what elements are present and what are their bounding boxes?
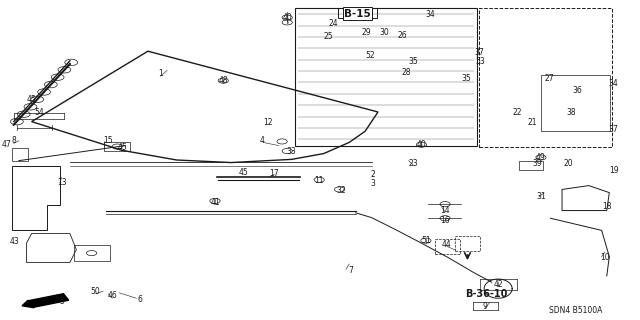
- Text: 34: 34: [426, 10, 435, 19]
- Text: 23: 23: [408, 159, 418, 168]
- Text: 24: 24: [328, 19, 338, 28]
- Bar: [74, 245, 109, 261]
- Text: 12: 12: [263, 118, 273, 127]
- Text: 29: 29: [362, 28, 371, 37]
- Text: 32: 32: [336, 186, 346, 195]
- Text: 34: 34: [608, 79, 618, 88]
- Bar: [12, 148, 28, 161]
- Text: 47: 47: [1, 140, 11, 149]
- Text: 18: 18: [602, 202, 611, 211]
- Text: 11: 11: [314, 176, 324, 185]
- Text: 52: 52: [365, 51, 375, 60]
- Text: 10: 10: [600, 253, 610, 262]
- Text: 30: 30: [380, 28, 389, 37]
- Text: 15: 15: [104, 136, 113, 145]
- Text: 53: 53: [476, 57, 485, 66]
- Bar: [479, 8, 612, 147]
- Text: 22: 22: [513, 108, 522, 117]
- Text: 27: 27: [545, 74, 554, 83]
- Text: 35: 35: [461, 74, 471, 83]
- Bar: [518, 161, 543, 170]
- Bar: [295, 8, 477, 146]
- Text: 43: 43: [10, 237, 20, 246]
- Text: 49: 49: [536, 153, 546, 162]
- Text: 40: 40: [417, 140, 426, 149]
- Text: 17: 17: [269, 169, 279, 178]
- Text: 25: 25: [323, 32, 333, 41]
- Bar: [435, 239, 460, 254]
- Text: 20: 20: [564, 159, 573, 168]
- Text: 37: 37: [474, 48, 484, 57]
- Text: SDN4 B5100A: SDN4 B5100A: [549, 306, 603, 315]
- Text: 21: 21: [528, 118, 538, 127]
- Text: 45: 45: [239, 168, 248, 177]
- Text: 16: 16: [440, 216, 450, 225]
- Bar: [454, 236, 480, 251]
- Text: 37: 37: [608, 125, 618, 134]
- Text: 38: 38: [566, 108, 576, 117]
- Text: 6: 6: [138, 295, 143, 304]
- FancyArrow shape: [22, 294, 68, 308]
- Text: 8: 8: [12, 136, 16, 145]
- Text: 36: 36: [573, 86, 582, 95]
- Text: 13: 13: [57, 178, 67, 187]
- Text: 39: 39: [533, 159, 543, 168]
- Text: 3: 3: [371, 179, 375, 188]
- Text: 35: 35: [408, 57, 418, 66]
- Text: 51: 51: [421, 236, 431, 245]
- Text: 14: 14: [440, 206, 450, 215]
- Text: 44: 44: [442, 240, 452, 249]
- Bar: [104, 142, 130, 151]
- Text: 40: 40: [282, 13, 292, 22]
- Text: 9: 9: [483, 302, 488, 311]
- Text: 54: 54: [35, 108, 44, 117]
- Text: 48: 48: [218, 76, 228, 85]
- Text: B-15: B-15: [344, 9, 371, 19]
- Text: 46: 46: [108, 292, 118, 300]
- Text: 31: 31: [536, 192, 546, 201]
- Bar: [541, 75, 610, 131]
- Text: 45: 45: [118, 143, 127, 152]
- Text: B-36-10: B-36-10: [465, 289, 508, 299]
- Text: 26: 26: [397, 31, 407, 40]
- Text: 5: 5: [59, 297, 64, 306]
- Text: 42: 42: [493, 280, 503, 289]
- Text: 28: 28: [402, 68, 412, 76]
- Text: B-15: B-15: [344, 9, 371, 19]
- Text: 45: 45: [27, 95, 36, 104]
- Text: 50: 50: [91, 287, 100, 296]
- Text: 7: 7: [349, 266, 353, 275]
- Text: 19: 19: [610, 166, 620, 175]
- Text: 41: 41: [210, 198, 220, 207]
- Text: 2: 2: [371, 170, 375, 179]
- Text: 1: 1: [158, 69, 163, 78]
- Text: 4: 4: [259, 136, 264, 145]
- Text: 33: 33: [287, 147, 296, 156]
